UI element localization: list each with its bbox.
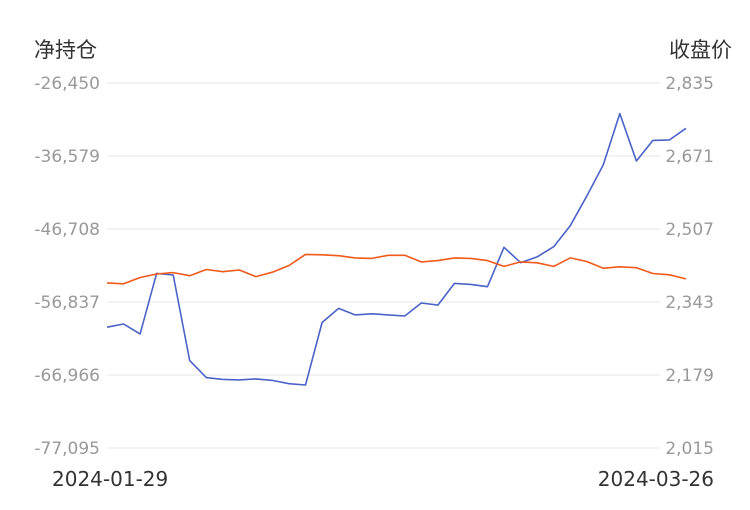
grid-lines xyxy=(107,82,660,449)
x-axis-end-label: 2024-03-26 xyxy=(597,467,714,491)
left-tick-label: -46,708 xyxy=(34,220,100,240)
series-line-net-position xyxy=(106,112,687,386)
left-tick-label: -56,837 xyxy=(34,293,100,313)
right-axis-ticks: 2,835 2,671 2,507 2,343 2,179 2,015 xyxy=(665,74,714,459)
right-tick-label: 2,835 xyxy=(665,74,714,94)
left-axis-title: 净持仓 xyxy=(34,38,97,62)
right-tick-label: 2,507 xyxy=(665,220,714,240)
right-tick-label: 2,343 xyxy=(665,293,714,313)
right-tick-label: 2,015 xyxy=(665,439,714,459)
series-lines xyxy=(106,112,687,386)
left-axis-ticks: -26,450 -36,579 -46,708 -56,837 -66,966 -77,0… xyxy=(34,74,100,459)
left-tick-label: -66,966 xyxy=(34,366,100,386)
left-tick-label: -26,450 xyxy=(34,74,100,94)
series-line-close-price xyxy=(106,253,687,285)
x-axis-start-label: 2024-01-29 xyxy=(52,467,169,491)
right-tick-label: 2,179 xyxy=(665,366,714,386)
right-tick-label: 2,671 xyxy=(665,147,714,167)
right-axis-title: 收盘价 xyxy=(669,38,732,62)
left-tick-label: -36,579 xyxy=(34,147,100,167)
left-tick-label: -77,095 xyxy=(34,439,100,459)
